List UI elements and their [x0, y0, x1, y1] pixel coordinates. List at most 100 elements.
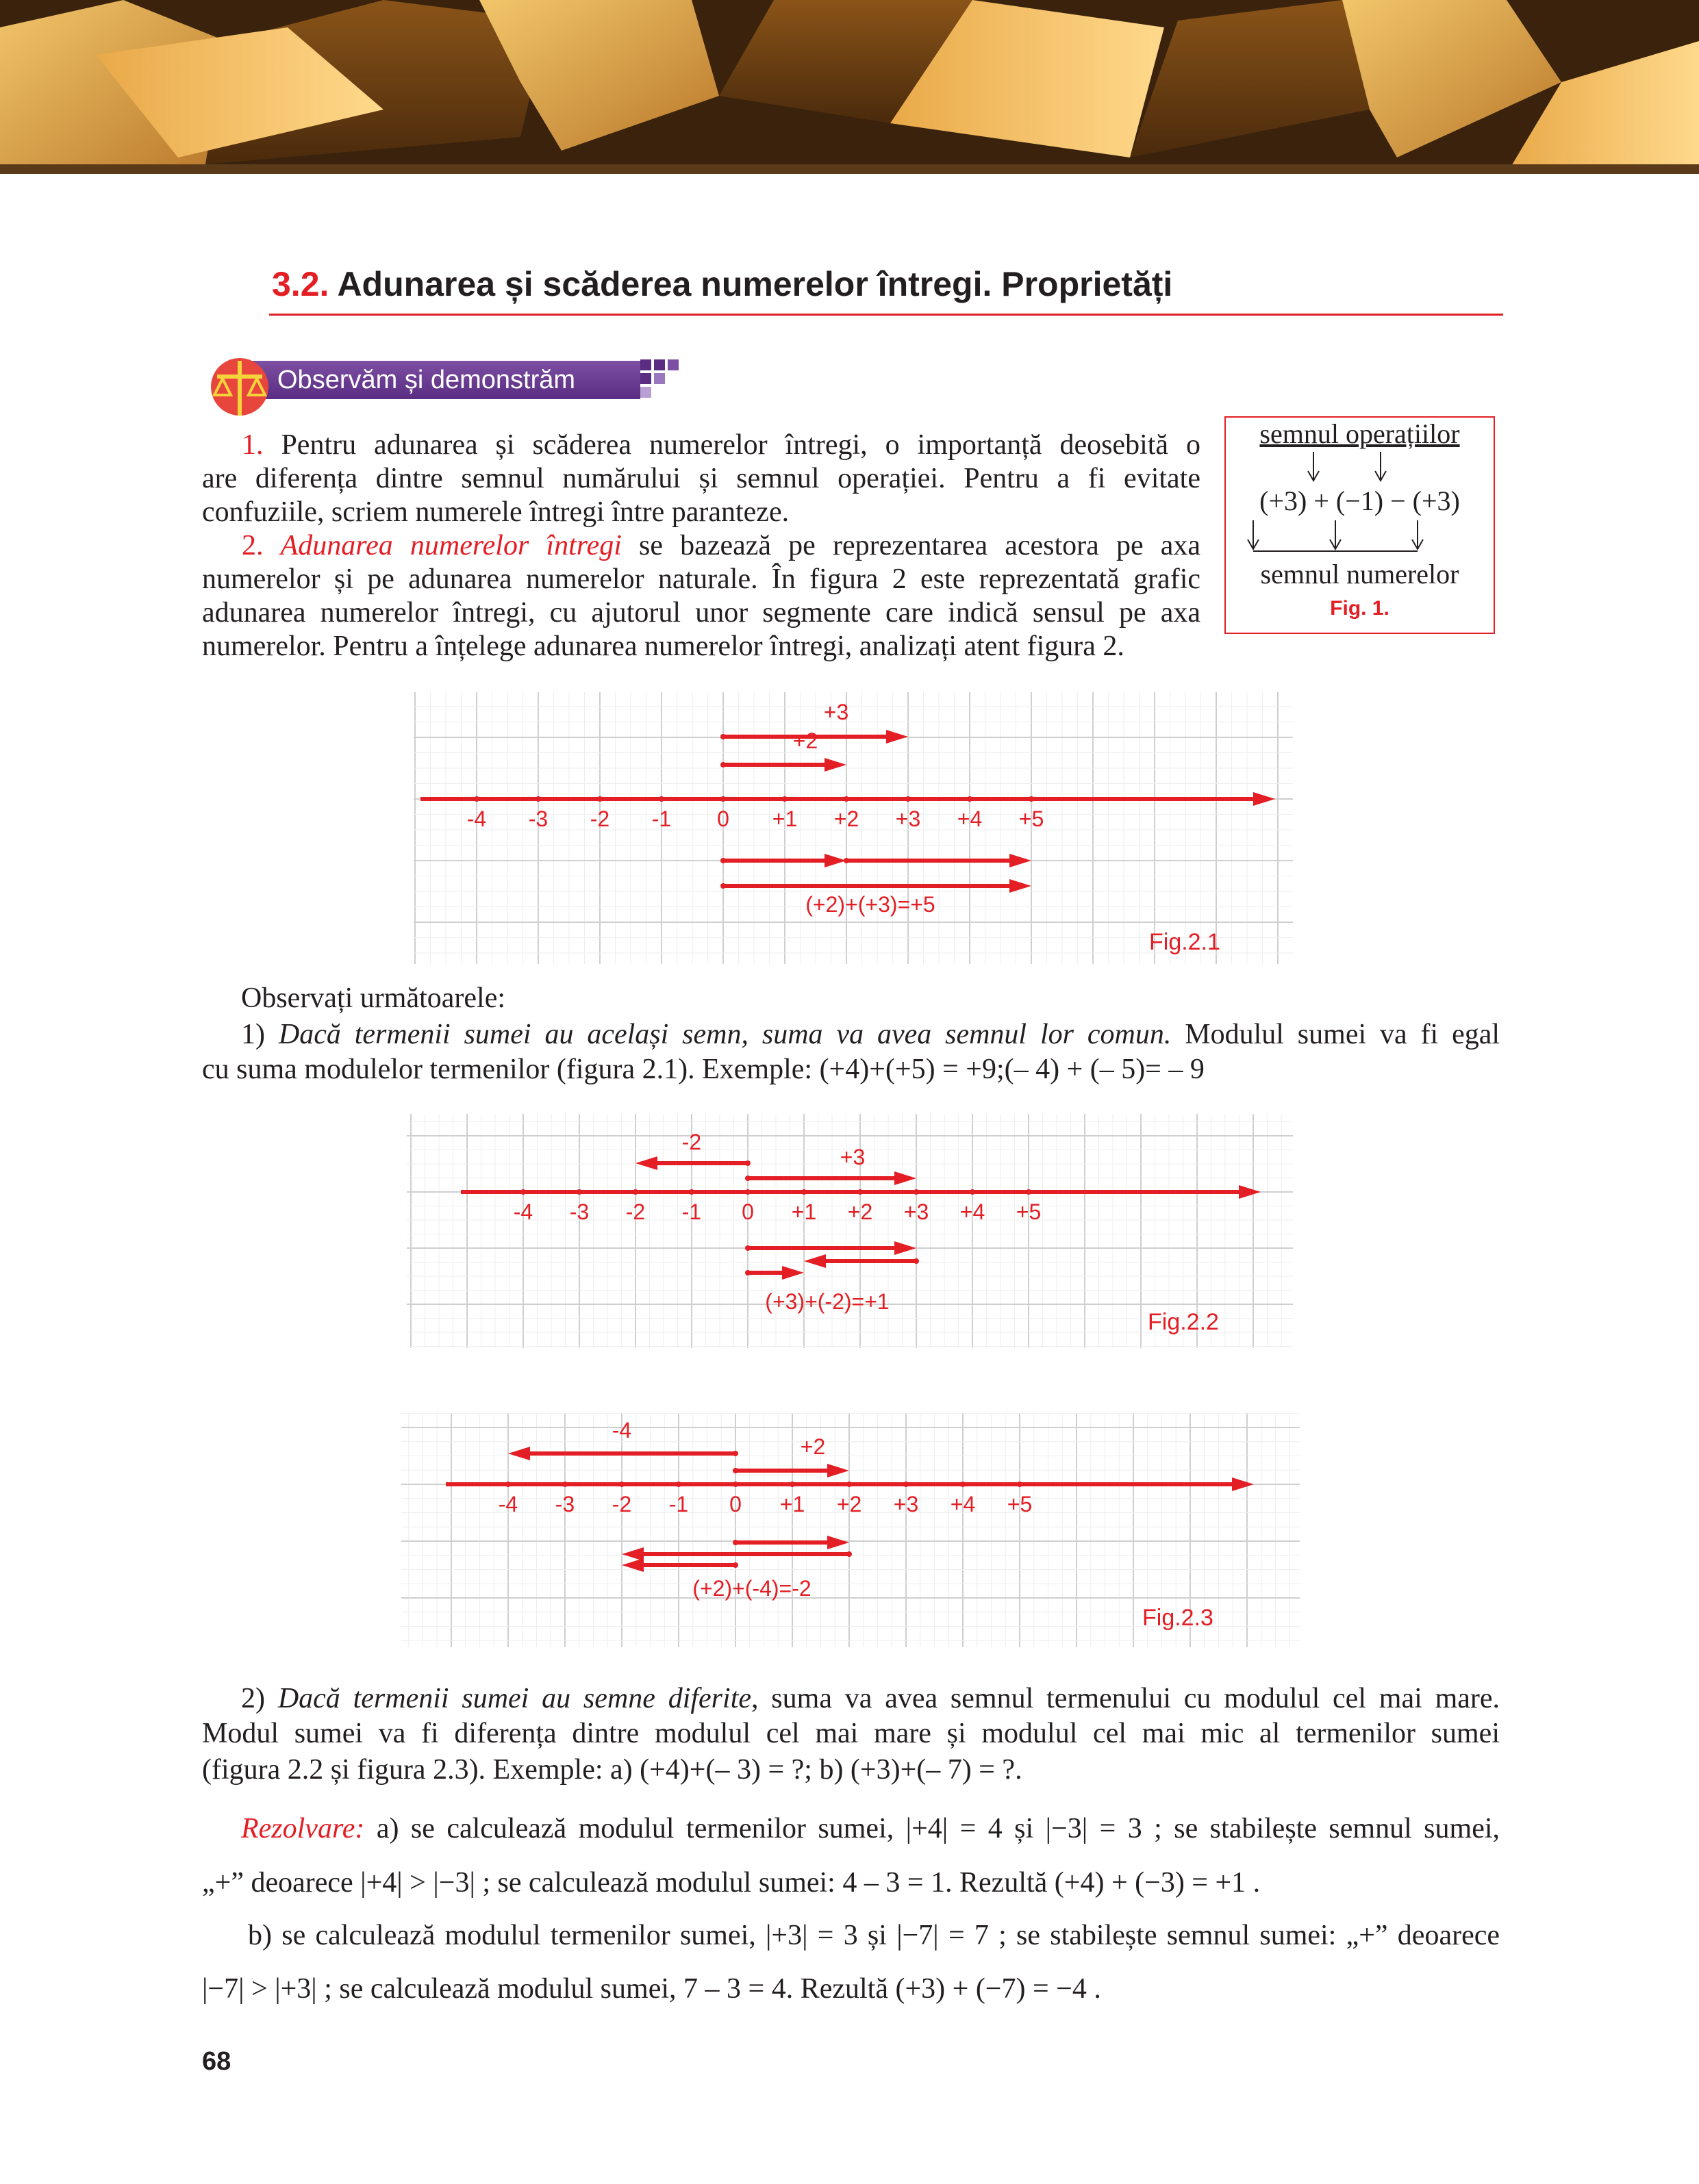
vector-arrowhead: [1009, 854, 1031, 867]
tick-mark: [967, 796, 972, 802]
figure-2-3: -4 -3 -2 -1 0 +1 +2 +3 +4 +5 -4 +2 (+2)+(-4)=-2 Fig.2…: [401, 1413, 1300, 1647]
tick-mark: [505, 1482, 511, 1487]
solution-line: „+” deoarece |+4| > |−3| ; se calculează…: [202, 1867, 1261, 1899]
fig1-top-label: semnul operațiilor: [1259, 418, 1460, 449]
item-number: 1.: [242, 429, 264, 461]
tick-mark: [720, 796, 726, 802]
rule-emphasis: Dacă termenii sumei au același semn, sum…: [278, 1019, 1172, 1050]
axis-arrowhead: [1232, 1477, 1254, 1491]
vector-start-point: [733, 1468, 738, 1473]
rule-text: Modulul sumei va fi egal: [1185, 1019, 1500, 1050]
fig1-bottom-label: semnul numerelor: [1260, 559, 1459, 589]
rule-1-line-2: cu suma modulelor termenilor (figura 2.1…: [202, 1054, 1205, 1085]
tick-mark: [801, 1189, 807, 1195]
tick-mark: [689, 1189, 694, 1195]
vector-arrowhead: [894, 1171, 916, 1185]
observe-heading: Observați următoarele:: [241, 982, 505, 1014]
vector-arrowhead: [825, 758, 846, 772]
tick-label: -4: [514, 1199, 533, 1224]
tick-mark: [782, 796, 788, 802]
para-line: 2. Adunarea numerelor întregi se bazează…: [202, 529, 1200, 563]
vector-arrowhead: [827, 1464, 849, 1477]
solution-line: b) se calculează modulul termenilor sume…: [248, 1920, 1500, 1951]
vector-start-point: [720, 858, 726, 863]
tick-mark: [1026, 1189, 1031, 1195]
vector-label: +2: [801, 1434, 825, 1459]
tick-mark: [562, 1482, 568, 1487]
emphasis-text: Adunarea numerelor întregi: [280, 530, 622, 561]
vector-start-point: [745, 1270, 751, 1275]
solution-text: a) se calculează modulul termenilor sume…: [376, 1813, 1500, 1844]
tick-mark: [857, 1189, 863, 1195]
para-text: se bazează pe reprezentarea acestora pe …: [639, 530, 1201, 561]
figure-1-box: semnul operațiilor (+3) + (−1) − (+3) se…: [1224, 416, 1495, 634]
tick-mark: [536, 796, 541, 802]
vector-label: -2: [682, 1130, 701, 1154]
figure-2-1: -4 -3 -2 -1 0 +1 +2 +3 +4 +5+3+2(+2)+(+3)=+5Fig.2…: [414, 692, 1293, 964]
squares-decoration-icon: [640, 359, 679, 398]
tick-label: +4: [960, 1199, 985, 1224]
vector-start-point: [914, 1258, 919, 1264]
fig1-arrows: [1247, 452, 1424, 552]
tick-label: +4: [951, 1492, 975, 1516]
tick-label: +1: [772, 807, 797, 831]
rule-2-line-3: (figura 2.2 și figura 2.3). Exemple: a) …: [202, 1754, 1022, 1786]
rule-2-line: 2) Dacă termenii sumei au semne diferite…: [202, 1682, 1500, 1716]
vector-label: -4: [612, 1418, 631, 1443]
vector-arrowhead: [1009, 879, 1031, 893]
axis-arrowhead: [1239, 1185, 1261, 1199]
vector-arrowhead: [886, 730, 908, 744]
tick-label: +2: [848, 1199, 872, 1224]
tick-label: +5: [1019, 807, 1044, 831]
vector-start-point: [846, 1551, 852, 1557]
tick-label: +3: [904, 1199, 929, 1224]
vector-arrowhead: [508, 1447, 530, 1460]
tick-mark: [676, 1482, 681, 1487]
tick-mark: [846, 1482, 852, 1487]
figure-2-2: -4 -3 -2 -1 0 +1 +2 +3 +4 +5 -2 +3 (+3)+(-2)=+1 Fig.2…: [407, 1114, 1293, 1348]
tick-label: -3: [529, 807, 548, 831]
rule-1-line: 1) Dacă termenii sumei au același semn, …: [202, 1018, 1500, 1052]
solution-line: Rezolvare: a) se calculează modulul term…: [202, 1812, 1500, 1846]
tick-mark: [914, 1189, 919, 1195]
item-number: 2.: [242, 530, 264, 561]
tick-mark: [733, 1482, 738, 1487]
badge-label: Observăm și demonstrăm: [277, 366, 576, 394]
tick-label: -4: [499, 1492, 518, 1516]
vector-start-point: [745, 1176, 751, 1181]
section-title: 3.2. Adunarea și scăderea numerelor într…: [272, 264, 1172, 304]
tick-mark: [520, 1189, 526, 1195]
tick-label: -1: [682, 1199, 701, 1224]
vector-arrowhead: [622, 1547, 644, 1561]
title-underline: [269, 314, 1503, 316]
tick-label: 0: [729, 1492, 742, 1516]
rule-number: 1): [241, 1019, 265, 1050]
rule-number: 2): [241, 1683, 265, 1714]
vector-start-point: [720, 762, 726, 767]
tick-label: -1: [652, 807, 671, 831]
vector-arrowhead: [782, 1266, 804, 1280]
vector-start-point: [745, 1245, 751, 1251]
vector-start-point: [733, 1562, 738, 1568]
figure-caption: Fig.2.3: [1142, 1605, 1213, 1631]
vector-label: +3: [824, 700, 848, 724]
tick-label: +2: [837, 1492, 861, 1516]
observe-badge: Observăm și demonstrăm: [209, 353, 688, 421]
para-line: confuziile, scriem numerele întregi într…: [202, 496, 790, 528]
tick-label: +4: [957, 807, 982, 831]
sum-result-label: (+2)+(+3)=+5: [805, 892, 935, 917]
tick-label: -2: [626, 1199, 645, 1224]
vector-arrowhead: [827, 1536, 849, 1549]
section-title-text: Adunarea și scăderea numerelor întregi. …: [337, 265, 1173, 303]
tick-mark: [790, 1482, 795, 1487]
tick-label: +1: [792, 1199, 816, 1224]
tick-label: +5: [1007, 1492, 1032, 1516]
tick-mark: [844, 796, 849, 802]
tick-label: -3: [570, 1199, 589, 1224]
tick-label: -2: [590, 807, 609, 831]
tick-label: +5: [1016, 1199, 1041, 1224]
para-line: adunarea numerelor întregi, cu ajutorul …: [202, 597, 1200, 628]
para-text: Pentru adunarea și scăderea numerelor în…: [281, 429, 1201, 461]
vector-start-point: [733, 1451, 738, 1456]
tick-label: +3: [894, 1492, 918, 1516]
